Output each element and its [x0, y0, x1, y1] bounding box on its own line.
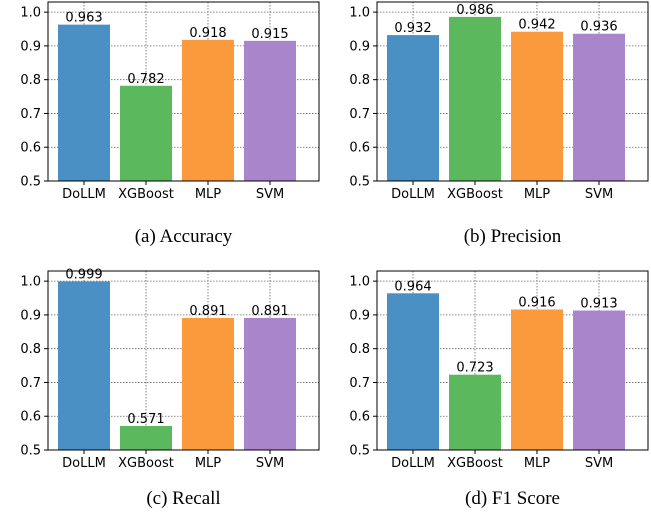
- bar-svm: [244, 40, 296, 181]
- y-tick-label: 0.7: [349, 107, 370, 122]
- bar-dollm: [58, 281, 110, 450]
- y-tick-label: 0.6: [349, 141, 370, 156]
- x-tick-label: XGBoost: [118, 187, 174, 202]
- x-tick-label: DoLLM: [62, 187, 106, 202]
- y-tick-label: 0.7: [20, 107, 41, 122]
- value-label: 0.936: [580, 20, 617, 35]
- bar-xgboost: [449, 374, 501, 450]
- panel-caption: (c) Recall: [146, 488, 220, 509]
- y-tick-label: 0.9: [20, 308, 41, 323]
- x-tick-label: MLP: [195, 456, 221, 471]
- x-tick-label: MLP: [195, 187, 221, 202]
- chart-panel-3: 0.5 0.6 0.7 0.8 0.9 1.0 0.999 DoLLM 0.571 XGBoost…: [20, 267, 320, 509]
- plot-frame: [47, 1, 320, 182]
- value-label: 0.916: [518, 296, 555, 311]
- value-label: 0.963: [65, 11, 102, 26]
- panel-caption: (a) Accuracy: [135, 226, 233, 247]
- y-tick-label: 1.0: [349, 6, 370, 21]
- y-tick-label: 0.9: [20, 39, 41, 54]
- y-tick-label: 0.9: [349, 308, 370, 323]
- x-tick-label: SVM: [256, 456, 284, 471]
- value-label: 0.942: [518, 18, 555, 33]
- bar-mlp: [511, 309, 563, 450]
- x-tick-label: DoLLM: [391, 456, 435, 471]
- value-label: 0.723: [456, 361, 493, 376]
- value-label: 0.932: [394, 21, 431, 36]
- bar-xgboost: [449, 16, 501, 181]
- value-label: 0.915: [251, 27, 288, 42]
- plot-frame: [376, 1, 649, 182]
- y-tick-label: 0.7: [20, 376, 41, 391]
- value-label: 0.571: [127, 412, 164, 427]
- value-label: 0.918: [189, 26, 226, 41]
- plot-frame: [376, 270, 649, 451]
- y-tick-label: 1.0: [20, 275, 41, 290]
- y-tick-label: 1.0: [20, 6, 41, 21]
- plot-frame: [47, 270, 320, 451]
- bar-svm: [244, 317, 296, 450]
- x-tick-label: SVM: [256, 187, 284, 202]
- chart-panel-2: 0.5 0.6 0.7 0.8 0.9 1.0 0.932 DoLLM 0.986 XGBoost…: [349, 1, 649, 247]
- bar-dollm: [387, 35, 439, 181]
- value-label: 0.986: [456, 3, 493, 18]
- value-label: 0.891: [251, 304, 288, 319]
- bar-dollm: [387, 293, 439, 450]
- y-tick-label: 0.5: [20, 444, 41, 459]
- y-tick-label: 0.7: [349, 376, 370, 391]
- y-tick-label: 0.6: [20, 141, 41, 156]
- bar-dollm: [58, 24, 110, 182]
- y-tick-label: 0.9: [349, 39, 370, 54]
- bar-mlp: [182, 39, 234, 181]
- bar-mlp: [511, 31, 563, 182]
- value-label: 0.999: [65, 267, 102, 282]
- y-tick-label: 0.8: [20, 73, 41, 88]
- value-label: 0.891: [189, 304, 226, 319]
- value-label: 0.782: [127, 72, 164, 87]
- bar-xgboost: [120, 85, 172, 181]
- y-tick-label: 0.6: [20, 410, 41, 425]
- y-tick-label: 0.8: [349, 73, 370, 88]
- y-tick-label: 0.8: [349, 342, 370, 357]
- x-tick-label: XGBoost: [447, 456, 503, 471]
- chart-panel-1: 0.5 0.6 0.7 0.8 0.9 1.0 0.963 DoLLM 0.782 XGBoost…: [20, 1, 320, 247]
- y-tick-label: 1.0: [349, 275, 370, 290]
- y-tick-label: 0.5: [349, 175, 370, 190]
- x-tick-label: XGBoost: [118, 456, 174, 471]
- x-tick-label: MLP: [524, 187, 550, 202]
- bar-svm: [573, 33, 625, 182]
- bar-mlp: [182, 317, 234, 450]
- value-label: 0.913: [580, 297, 617, 312]
- y-tick-label: 0.5: [20, 175, 41, 190]
- x-tick-label: DoLLM: [62, 456, 106, 471]
- chart-panel-4: 0.5 0.6 0.7 0.8 0.9 1.0 0.964 DoLLM 0.723 XGBoost…: [349, 270, 649, 509]
- x-tick-label: SVM: [585, 456, 613, 471]
- x-tick-label: MLP: [524, 456, 550, 471]
- bar-xgboost: [120, 426, 172, 450]
- x-tick-label: DoLLM: [391, 187, 435, 202]
- panel-caption: (b) Precision: [464, 226, 562, 247]
- panel-caption: (d) F1 Score: [465, 488, 560, 509]
- value-label: 0.964: [394, 279, 431, 294]
- bar-svm: [573, 310, 625, 450]
- x-tick-label: XGBoost: [447, 187, 503, 202]
- y-tick-label: 0.5: [349, 444, 370, 459]
- x-tick-label: SVM: [585, 187, 613, 202]
- y-tick-label: 0.8: [20, 342, 41, 357]
- y-tick-label: 0.6: [349, 410, 370, 425]
